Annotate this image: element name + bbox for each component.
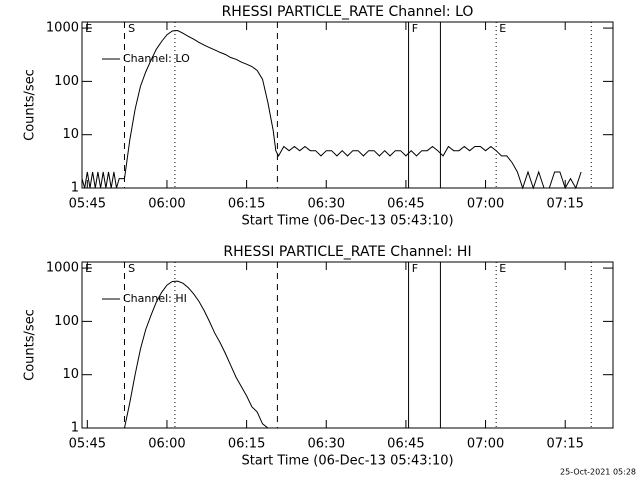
x-tick-label: 06:30	[308, 197, 345, 212]
x-tick-label: 05:45	[69, 437, 106, 452]
legend-label: Channel: LO	[123, 52, 190, 65]
x-tick-label: 07:15	[546, 197, 583, 212]
y-tick-label: 100	[54, 74, 79, 89]
event-label: F	[412, 22, 418, 35]
x-tick-label: 06:45	[387, 437, 424, 452]
y-axis-label: Counts/sec	[23, 69, 38, 141]
x-tick-label: 06:00	[148, 197, 185, 212]
event-label: S	[128, 22, 135, 35]
y-tick-label: 1	[71, 421, 79, 436]
event-label: S	[128, 262, 135, 275]
x-tick-label: 06:00	[148, 437, 185, 452]
event-label: E	[499, 22, 506, 35]
event-label: E	[499, 262, 506, 275]
data-line	[124, 280, 269, 429]
chart-title: RHESSI PARTICLE_RATE Channel: HI	[223, 244, 471, 260]
y-tick-label: 1	[71, 181, 79, 196]
legend-label: Channel: HI	[123, 292, 187, 305]
x-tick-label: 06:30	[308, 437, 345, 452]
x-tick-label: 07:00	[467, 437, 504, 452]
data-line	[81, 29, 582, 190]
x-axis-label: Start Time (06-Dec-13 05:43:10)	[241, 214, 453, 229]
event-label: E	[85, 262, 92, 275]
y-tick-label: 1000	[46, 21, 79, 36]
plot-frame	[81, 261, 614, 429]
x-tick-label: 07:00	[467, 197, 504, 212]
x-axis-label: Start Time (06-Dec-13 05:43:10)	[241, 454, 453, 469]
chart-title: RHESSI PARTICLE_RATE Channel: LO	[222, 4, 474, 20]
x-tick-label: 06:15	[228, 197, 265, 212]
event-label: E	[85, 22, 92, 35]
timestamp: 25-Oct-2021 05:28	[560, 468, 636, 477]
y-tick-label: 10	[62, 367, 79, 382]
plot-frame	[81, 21, 614, 189]
y-tick-label: 1000	[46, 261, 79, 276]
x-tick-label: 06:45	[387, 197, 424, 212]
y-axis-label: Counts/sec	[23, 309, 38, 381]
y-tick-label: 10	[62, 127, 79, 142]
event-label: F	[412, 262, 418, 275]
x-tick-label: 05:45	[69, 197, 106, 212]
y-tick-label: 100	[54, 314, 79, 329]
x-tick-label: 06:15	[228, 437, 265, 452]
x-tick-label: 07:15	[546, 437, 583, 452]
